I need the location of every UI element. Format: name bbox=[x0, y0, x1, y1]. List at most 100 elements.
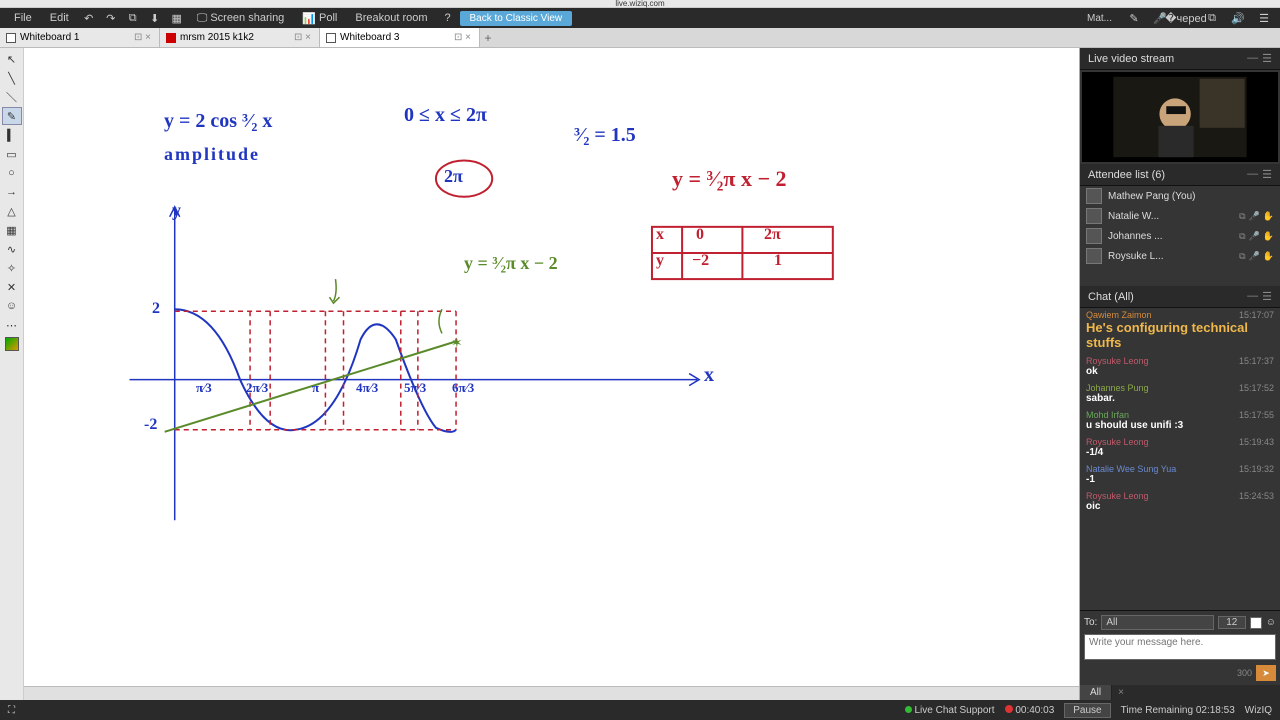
chat-message: Mohd Irfan15:17:55u should use unifi :3 bbox=[1086, 410, 1274, 431]
minimize-icon[interactable]: — bbox=[1247, 290, 1258, 303]
grid-icon[interactable]: ▦ bbox=[167, 10, 187, 26]
download-icon[interactable]: ⬇ bbox=[145, 10, 165, 26]
menu-icon[interactable]: ☰ bbox=[1262, 290, 1272, 303]
screenshare-button[interactable]: 🖵 Screen sharing bbox=[189, 10, 293, 27]
menu-icon[interactable]: ☰ bbox=[1262, 168, 1272, 181]
circle-tool-icon[interactable]: ○ bbox=[2, 164, 22, 182]
grid-tool-icon[interactable]: ▦ bbox=[2, 221, 22, 239]
chat-time: 15:19:32 bbox=[1239, 464, 1274, 474]
bg-color-icon[interactable] bbox=[1250, 617, 1262, 629]
chat-fontsize-select[interactable]: 12 bbox=[1218, 616, 1246, 629]
settings-icon[interactable]: �череd bbox=[1176, 10, 1196, 26]
chat-time: 15:17:52 bbox=[1239, 383, 1274, 393]
emoji-tool-icon[interactable]: ☺ bbox=[2, 297, 22, 315]
text-tool-icon[interactable]: ╲ bbox=[2, 69, 22, 87]
hw-tick-5: 6π⁄3 bbox=[452, 380, 474, 396]
speaker-icon[interactable]: 🔊 bbox=[1228, 10, 1248, 26]
copy-icon[interactable]: ⧉ bbox=[123, 10, 143, 26]
cam-icon[interactable]: ⧉ bbox=[1239, 251, 1245, 262]
tab-whiteboard-3[interactable]: Whiteboard 3 ⊡ × bbox=[320, 28, 480, 47]
right-panel: Live video stream —☰ Attendee list (6) —… bbox=[1080, 48, 1280, 700]
video-title: Live video stream bbox=[1088, 53, 1174, 65]
chat-input[interactable] bbox=[1084, 634, 1276, 660]
video-panel-header: Live video stream — ☰ bbox=[1080, 48, 1280, 70]
curve-tool-icon[interactable]: ∿ bbox=[2, 240, 22, 258]
whiteboard-canvas[interactable]: ✶ y = 2 cos ³⁄₂ x amplitude 0 ≤ x ≤ 2π 2… bbox=[24, 48, 1080, 700]
mic-icon[interactable]: 🎤 bbox=[1249, 251, 1260, 262]
eraser-tool-icon[interactable]: ✕ bbox=[2, 278, 22, 296]
arrow-tool-icon[interactable]: → bbox=[2, 183, 22, 201]
hw-tick-4: 5π⁄3 bbox=[404, 380, 426, 396]
attendee-row[interactable]: Roysuke L... ⧉🎤✋ bbox=[1080, 246, 1280, 266]
tab-pdf[interactable]: mrsm 2015 k1k2 ⊡ × bbox=[160, 28, 320, 47]
minimize-icon[interactable]: — bbox=[1247, 52, 1258, 65]
line-tool-icon[interactable]: ＼ bbox=[2, 88, 22, 106]
back-classic-button[interactable]: Back to Classic View bbox=[460, 11, 573, 26]
screenshare-label: Screen sharing bbox=[210, 12, 284, 24]
pen-tool-icon[interactable]: ✎ bbox=[2, 107, 22, 125]
mic-icon[interactable]: 🎤 bbox=[1249, 231, 1260, 242]
emoji-picker-icon[interactable]: ☺ bbox=[1266, 617, 1276, 628]
attendee-self[interactable]: Mathew Pang (You) bbox=[1080, 186, 1280, 206]
breakout-button[interactable]: Breakout room bbox=[347, 10, 435, 26]
hw-tick-2: π bbox=[312, 380, 319, 396]
tab-close-icon[interactable]: ⊡ × bbox=[452, 32, 473, 43]
chat-author: Roysuke Leong bbox=[1086, 437, 1149, 447]
poll-label: Poll bbox=[319, 12, 337, 24]
add-tab-button[interactable]: + bbox=[480, 31, 496, 45]
expand-icon[interactable]: ⛶ bbox=[8, 705, 15, 716]
chat-author: Roysuke Leong bbox=[1086, 491, 1149, 501]
menu-file[interactable]: File bbox=[6, 10, 40, 26]
color-swatch[interactable] bbox=[2, 335, 22, 353]
status-dot-icon bbox=[905, 706, 912, 713]
rect-tool-icon[interactable]: ▭ bbox=[2, 145, 22, 163]
more-tool-icon[interactable]: ⋯ bbox=[2, 316, 22, 334]
chat-tabs: All × bbox=[1080, 685, 1280, 700]
hand-icon[interactable]: ✋ bbox=[1263, 211, 1274, 222]
minimize-icon[interactable]: — bbox=[1247, 168, 1258, 181]
pencil-icon[interactable]: ✎ bbox=[1124, 10, 1144, 26]
video-feed[interactable] bbox=[1082, 72, 1278, 162]
chat-input-area: To: All 12 ☺ 300 ➤ bbox=[1080, 610, 1280, 685]
camera-icon[interactable]: ⧉ bbox=[1202, 10, 1222, 26]
send-button[interactable]: ➤ bbox=[1256, 665, 1276, 681]
freeform-tool-icon[interactable]: ✧ bbox=[2, 259, 22, 277]
tab-close-icon[interactable]: ⊡ × bbox=[132, 32, 153, 43]
pointer-tool-icon[interactable]: ↖ bbox=[2, 50, 22, 68]
chat-messages[interactable]: Qawiem Zaimon15:17:07He's configuring te… bbox=[1080, 308, 1280, 610]
attendee-row[interactable]: Johannes ... ⧉🎤✋ bbox=[1080, 226, 1280, 246]
mic-icon[interactable]: 🎤 bbox=[1249, 211, 1260, 222]
menu-bar: File Edit ↶ ↷ ⧉ ⬇ ▦ 🖵 Screen sharing 📊 P… bbox=[0, 8, 1280, 28]
cam-icon[interactable]: ⧉ bbox=[1239, 231, 1245, 242]
hand-icon[interactable]: ✋ bbox=[1263, 231, 1274, 242]
undo-icon[interactable]: ↶ bbox=[79, 10, 99, 26]
brand-label: WizIQ bbox=[1245, 705, 1272, 716]
support-link[interactable]: Live Chat Support bbox=[914, 705, 994, 716]
chat-tab-close-icon[interactable]: × bbox=[1112, 685, 1130, 700]
menu-icon[interactable]: ☰ bbox=[1262, 52, 1272, 65]
hand-icon[interactable]: ✋ bbox=[1263, 251, 1274, 262]
attendee-name: Mathew Pang (You) bbox=[1108, 191, 1195, 202]
user-badge[interactable]: Mat... bbox=[1081, 12, 1118, 25]
redo-icon[interactable]: ↷ bbox=[101, 10, 121, 26]
chat-author: Johannes Pung bbox=[1086, 383, 1149, 393]
pause-button[interactable]: Pause bbox=[1064, 703, 1110, 718]
menu-edit[interactable]: Edit bbox=[42, 10, 77, 26]
help-icon[interactable]: ? bbox=[438, 10, 458, 26]
hw-ymin: -2 bbox=[144, 416, 157, 434]
tab-whiteboard-1[interactable]: Whiteboard 1 ⊡ × bbox=[0, 28, 160, 47]
attendee-row[interactable]: Natalie W... ⧉🎤✋ bbox=[1080, 206, 1280, 226]
hamburger-icon[interactable]: ☰ bbox=[1254, 10, 1274, 26]
poll-button[interactable]: 📊 Poll bbox=[294, 10, 345, 27]
hw-line-eq-red: y = ³⁄₂π x − 2 bbox=[672, 166, 787, 192]
hw-eq1: y = 2 cos ³⁄₂ x bbox=[164, 110, 272, 133]
tab-close-icon[interactable]: ⊡ × bbox=[292, 32, 313, 43]
canvas-scrollbar[interactable] bbox=[24, 686, 1079, 700]
cam-icon[interactable]: ⧉ bbox=[1239, 211, 1245, 222]
triangle-tool-icon[interactable]: △ bbox=[2, 202, 22, 220]
tab-bar: Whiteboard 1 ⊡ × mrsm 2015 k1k2 ⊡ × Whit… bbox=[0, 28, 1280, 48]
chat-message: Roysuke Leong15:19:43-1/4 bbox=[1086, 437, 1274, 458]
highlighter-tool-icon[interactable]: ▍ bbox=[2, 126, 22, 144]
chat-tab-all[interactable]: All bbox=[1080, 685, 1112, 700]
chat-to-select[interactable]: All bbox=[1101, 615, 1213, 630]
